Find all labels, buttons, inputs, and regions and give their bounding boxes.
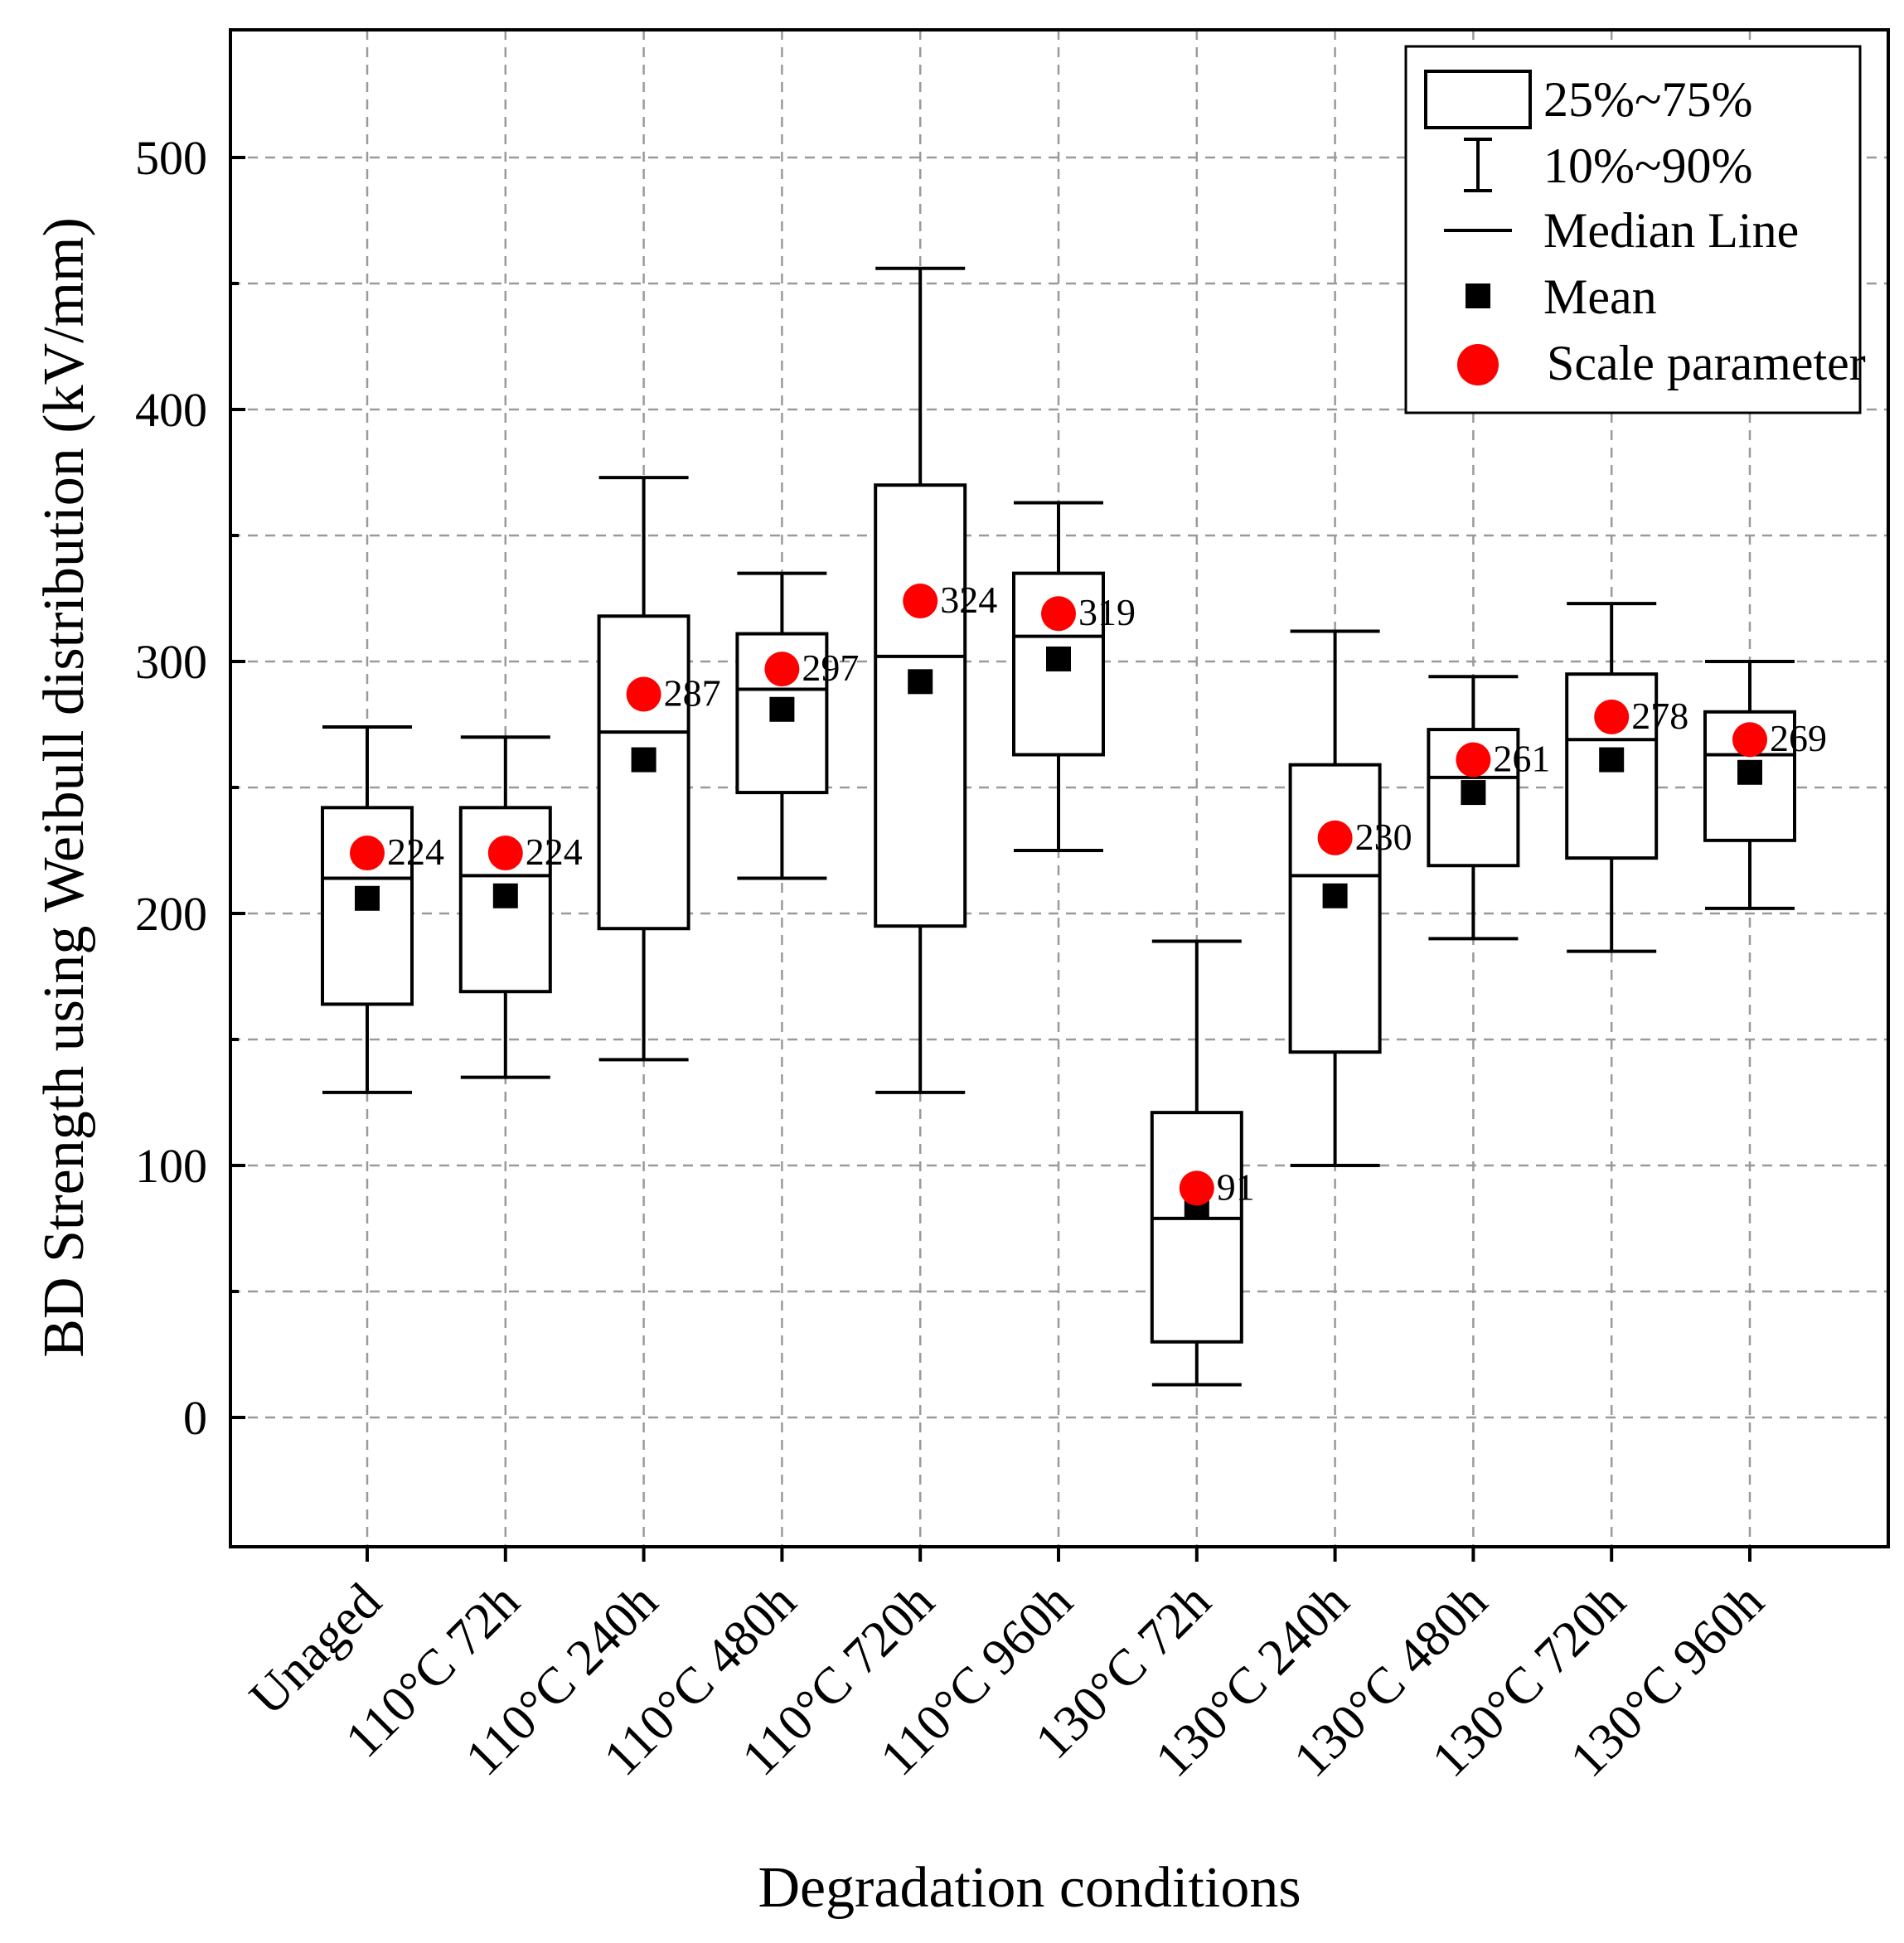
box-group-7: 91 bbox=[1150, 939, 1255, 1387]
legend-label-scale: Scale parameter bbox=[1547, 336, 1866, 390]
y-tick-label: 300 bbox=[135, 635, 207, 689]
legend-scale-symbol bbox=[1457, 344, 1499, 385]
scale-marker bbox=[1041, 596, 1076, 632]
legend-box-symbol bbox=[1424, 70, 1532, 129]
y-tick-label: 500 bbox=[135, 131, 207, 185]
scale-marker bbox=[1179, 1170, 1214, 1206]
scale-value-label: 91 bbox=[1217, 1165, 1255, 1208]
scale-marker bbox=[764, 652, 800, 687]
legend-label-box: 25%~75% bbox=[1543, 72, 1752, 127]
mean-marker bbox=[1322, 883, 1348, 909]
scale-value-label: 230 bbox=[1355, 816, 1412, 858]
mean-marker bbox=[1046, 646, 1071, 671]
plot-marks: 224 224 287 297 324 319 91 230 261 278 269 bbox=[321, 266, 1827, 1387]
legend-label-mean: Mean bbox=[1543, 269, 1657, 324]
box-group-9: 261 bbox=[1427, 675, 1550, 941]
mean-marker bbox=[769, 696, 795, 722]
legend-whisker-symbol bbox=[1464, 138, 1492, 192]
box-group-4: 297 bbox=[735, 571, 859, 880]
y-tick-label: 0 bbox=[183, 1391, 207, 1445]
scale-marker bbox=[903, 584, 938, 619]
box-group-10: 278 bbox=[1565, 602, 1688, 953]
y-axis-title: BD Strength using Weibull distribution (… bbox=[32, 217, 96, 1358]
scale-marker bbox=[1594, 699, 1630, 734]
scale-value-label: 297 bbox=[802, 647, 859, 689]
box-group-5: 324 bbox=[874, 266, 997, 1094]
box-group-2: 224 bbox=[458, 735, 583, 1079]
scale-marker bbox=[1317, 820, 1353, 855]
scale-value-label: 319 bbox=[1078, 591, 1136, 633]
box-group-11: 269 bbox=[1703, 660, 1827, 910]
scale-value-label: 324 bbox=[940, 579, 997, 621]
mean-marker bbox=[631, 747, 656, 773]
box-group-3: 287 bbox=[597, 476, 721, 1062]
mean-marker bbox=[492, 883, 518, 909]
scale-marker bbox=[350, 836, 385, 871]
scale-value-label: 269 bbox=[1770, 717, 1827, 759]
scale-marker bbox=[1456, 742, 1491, 778]
scale-marker bbox=[1732, 722, 1767, 758]
scale-marker bbox=[487, 836, 523, 871]
scale-marker bbox=[626, 676, 661, 712]
y-tick-label: 400 bbox=[135, 383, 207, 437]
mean-marker bbox=[1461, 780, 1486, 806]
y-tick-label: 200 bbox=[135, 887, 207, 941]
mean-marker bbox=[1599, 747, 1625, 773]
mean-marker bbox=[908, 669, 933, 695]
scale-value-label: 224 bbox=[387, 831, 444, 873]
scale-value-label: 278 bbox=[1631, 695, 1688, 737]
y-tick-label: 100 bbox=[135, 1139, 207, 1193]
scale-value-label: 224 bbox=[526, 831, 583, 873]
box-group-1: 224 bbox=[321, 725, 444, 1094]
iqr-box bbox=[597, 614, 690, 931]
iqr-box bbox=[1150, 1111, 1243, 1344]
x-axis-title: Degradation conditions bbox=[758, 1856, 1301, 1920]
iqr-box bbox=[874, 483, 967, 928]
legend: 25%~75% 10%~90% Median Line Mean Scale p… bbox=[1404, 45, 1866, 414]
iqr-box bbox=[1288, 763, 1382, 1054]
legend-label-whisker: 10%~90% bbox=[1543, 138, 1752, 193]
mean-marker bbox=[1737, 759, 1762, 785]
scale-value-label: 287 bbox=[664, 672, 721, 715]
scale-value-label: 261 bbox=[1493, 738, 1550, 780]
legend-label-median: Median Line bbox=[1543, 203, 1799, 258]
box-group-6: 319 bbox=[1012, 501, 1136, 852]
mean-marker bbox=[355, 885, 380, 911]
box-group-8: 230 bbox=[1288, 629, 1412, 1167]
legend-mean-symbol bbox=[1466, 283, 1490, 308]
